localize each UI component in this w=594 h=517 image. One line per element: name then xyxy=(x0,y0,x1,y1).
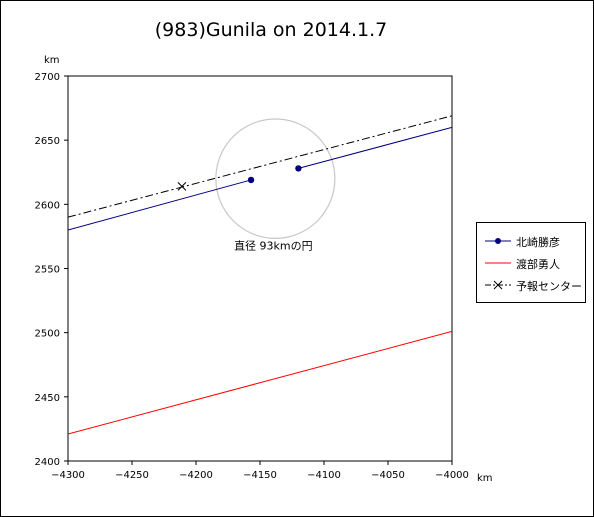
x-tick-label: −4150 xyxy=(243,470,277,481)
y-tick-label: 2500 xyxy=(35,329,60,340)
circle-annotation: 直径 93kmの円 xyxy=(234,238,313,252)
series-0-point-marker xyxy=(247,176,255,184)
y-axis-unit-label: km xyxy=(44,55,60,66)
legend-item-1: 渡部勇人 xyxy=(483,254,583,272)
legend-label-1: 渡部勇人 xyxy=(516,258,560,271)
series-layer xyxy=(68,115,452,435)
legend-label-2: 予報センター xyxy=(516,280,582,293)
axis-ticks: 2400 2450 2500 2550 2600 2650 2700 −4300 −4250 −4… xyxy=(35,72,469,481)
x-tick-label: −4300 xyxy=(51,470,85,481)
legend-label-0: 北崎勝彦 xyxy=(516,236,560,249)
legend-line-icon xyxy=(485,262,511,264)
x-tick-label: −4000 xyxy=(435,470,469,481)
chart-title: (983)Gunila on 2014.1.7 xyxy=(154,19,388,41)
series-0-line xyxy=(68,179,252,231)
y-tick-label: 2700 xyxy=(35,72,60,83)
x-axis-unit-label: km xyxy=(477,473,493,484)
legend-dashdot-cross-icon xyxy=(485,280,511,290)
diameter-circle xyxy=(215,118,336,239)
series-2-line xyxy=(68,115,452,218)
plot-background xyxy=(67,75,453,462)
x-tick-label: −4250 xyxy=(115,470,149,481)
legend: 北崎勝彦 渡部勇人 予報センター xyxy=(476,222,586,303)
y-tick-label: 2600 xyxy=(35,200,60,211)
series-0-point-marker xyxy=(295,165,302,172)
x-tick-label: −4200 xyxy=(179,470,213,481)
series-2-cross-marker xyxy=(177,182,187,191)
y-tick-label: 2550 xyxy=(35,265,60,276)
y-tick-label: 2650 xyxy=(35,136,60,147)
y-tick-label: 2450 xyxy=(35,393,60,404)
x-tick-label: −4050 xyxy=(371,470,405,481)
x-tick-label: −4100 xyxy=(307,470,341,481)
legend-item-0: 北崎勝彦 xyxy=(483,232,583,250)
legend-item-2: 予報センター xyxy=(483,276,583,294)
y-tick-label: 2400 xyxy=(35,457,60,468)
series-1-line xyxy=(68,330,452,435)
legend-line-marker-icon xyxy=(485,238,511,244)
series-0-line xyxy=(298,126,452,169)
